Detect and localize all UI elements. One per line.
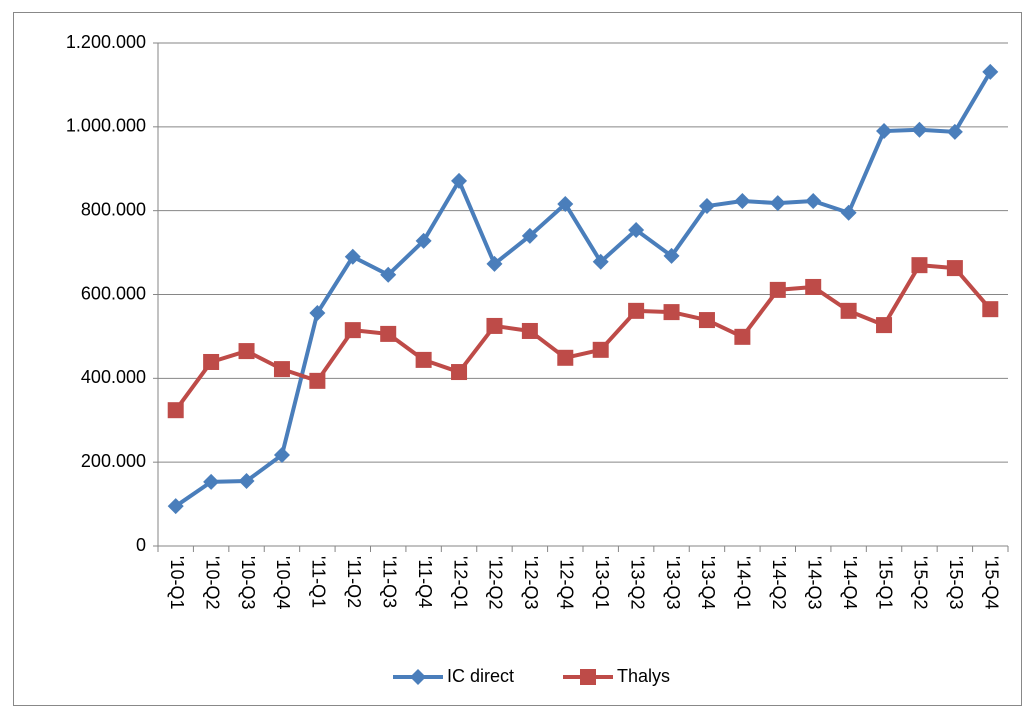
x-tick-label: '11-Q3 [379, 556, 399, 608]
x-tick-label: '12-Q3 [521, 556, 541, 609]
x-tick-label: '11-Q4 [415, 556, 435, 608]
data-point [167, 402, 184, 419]
data-point [309, 372, 326, 389]
y-tick-label: 1.000.000 [66, 116, 146, 136]
y-tick-label: 600.000 [81, 283, 146, 303]
data-point [238, 473, 255, 490]
data-point [486, 255, 503, 272]
x-tick-label: '15-Q2 [911, 556, 931, 609]
data-point [982, 63, 999, 80]
data-point [805, 278, 822, 295]
data-point [344, 248, 361, 265]
data-point [911, 257, 928, 274]
data-point [273, 447, 290, 464]
x-tick-label: '12-Q2 [486, 556, 506, 609]
data-point [238, 343, 255, 360]
x-tick-label: '15-Q4 [982, 556, 1002, 609]
data-point [698, 198, 715, 215]
x-tick-label: '15-Q1 [875, 556, 895, 609]
data-point [982, 301, 999, 318]
data-point [203, 353, 220, 370]
data-point [451, 364, 468, 381]
x-tick-label: '10-Q1 [167, 556, 187, 609]
x-tick-label: '10-Q4 [273, 556, 293, 609]
x-tick-label: '13-Q3 [663, 556, 683, 609]
data-point [628, 221, 645, 238]
x-tick-label: '14-Q3 [804, 556, 824, 609]
x-tick-label: '11-Q2 [344, 556, 364, 608]
data-point [415, 351, 432, 368]
data-point [380, 266, 397, 283]
data-point [946, 260, 963, 277]
data-point [592, 253, 609, 270]
data-point [273, 361, 290, 378]
legend-label: IC direct [447, 666, 514, 686]
x-tick-label: '14-Q4 [840, 556, 860, 609]
legend-marker [410, 669, 426, 685]
data-point [946, 123, 963, 140]
series-line [174, 70, 993, 508]
data-point [486, 317, 503, 334]
data-point [769, 281, 786, 298]
x-tick-label: '12-Q1 [450, 556, 470, 609]
data-point [203, 473, 220, 490]
x-tick-label: '11-Q1 [309, 556, 329, 608]
data-point [309, 304, 326, 321]
data-point [557, 349, 574, 366]
data-point [592, 341, 609, 358]
x-tick-label: '10-Q2 [202, 556, 222, 609]
data-point [698, 312, 715, 329]
data-point [911, 121, 928, 138]
data-point [521, 322, 538, 339]
x-tick-label: '12-Q4 [557, 556, 577, 609]
data-point [876, 317, 893, 334]
legend-label: Thalys [617, 666, 670, 686]
x-tick-label: '13-Q2 [627, 556, 647, 609]
data-point [663, 304, 680, 321]
data-point [876, 123, 893, 140]
x-tick-label: '14-Q2 [769, 556, 789, 609]
y-tick-label: 200.000 [81, 451, 146, 471]
data-point [840, 204, 857, 221]
legend-marker [580, 669, 596, 685]
y-tick-label: 400.000 [81, 367, 146, 387]
y-tick-label: 1.200.000 [66, 32, 146, 52]
data-point [734, 193, 751, 210]
data-point [805, 193, 822, 210]
data-point [734, 328, 751, 345]
x-tick-label: '13-Q1 [592, 556, 612, 609]
data-point [451, 172, 468, 189]
x-tick-label: '10-Q3 [238, 556, 258, 609]
chart-frame [13, 12, 1022, 706]
data-point [521, 227, 538, 244]
data-point [415, 232, 432, 249]
y-tick-label: 800.000 [81, 199, 146, 219]
data-point [769, 195, 786, 212]
x-tick-label: '15-Q3 [946, 556, 966, 609]
data-point [557, 195, 574, 212]
data-point [167, 498, 184, 515]
data-point [628, 302, 645, 319]
x-tick-label: '13-Q4 [698, 556, 718, 609]
x-tick-label: '14-Q1 [734, 556, 754, 609]
data-point [840, 302, 857, 319]
y-tick-label: 0 [136, 535, 146, 555]
data-point [663, 247, 680, 264]
data-point [380, 325, 397, 342]
data-point [344, 322, 361, 339]
